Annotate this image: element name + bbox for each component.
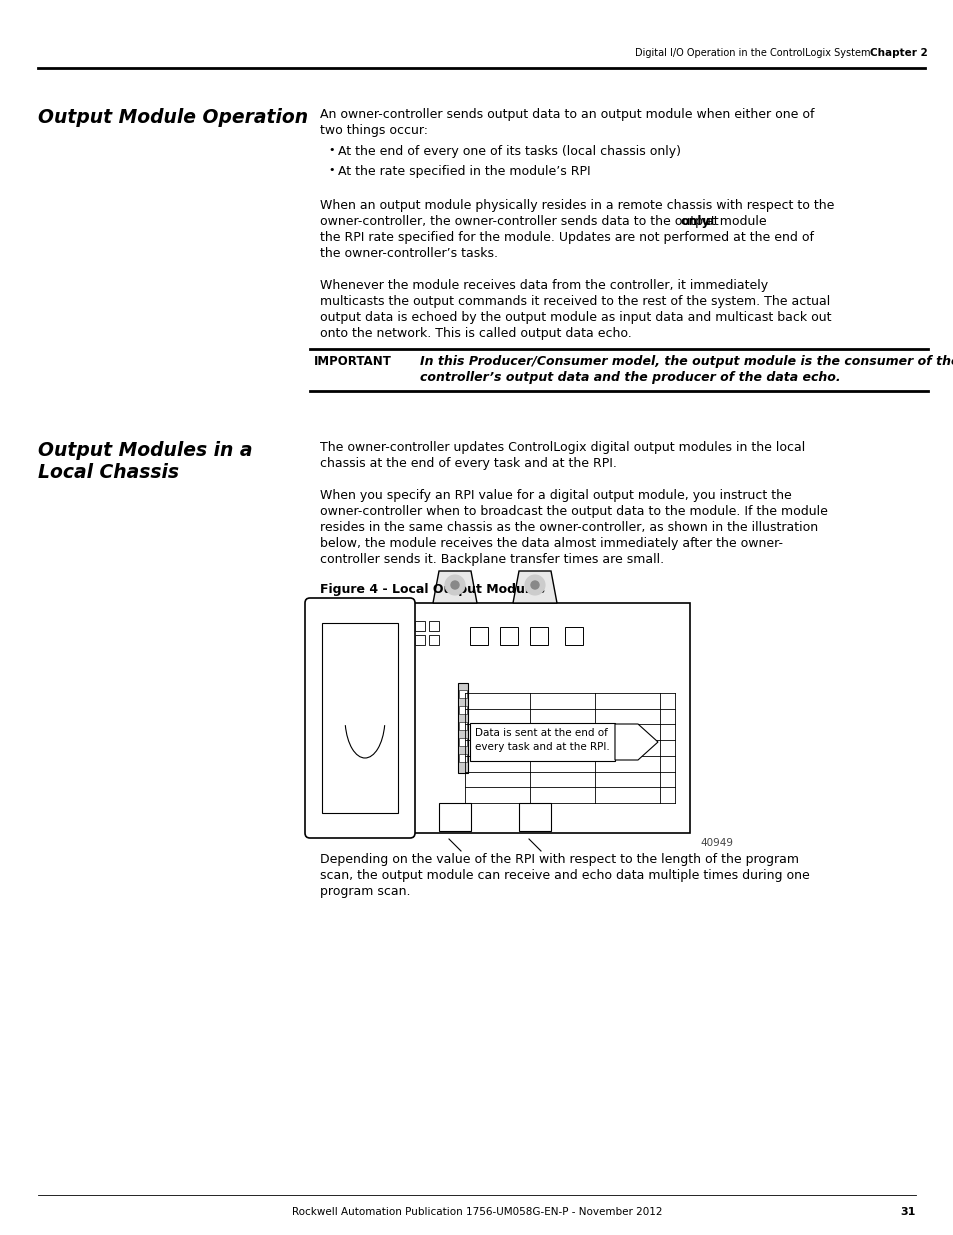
- Text: In this Producer/Consumer model, the output module is the consumer of the: In this Producer/Consumer model, the out…: [419, 354, 953, 368]
- Circle shape: [444, 576, 464, 595]
- Text: When an output module physically resides in a remote chassis with respect to the: When an output module physically resides…: [319, 199, 834, 212]
- Text: 31: 31: [900, 1207, 915, 1216]
- Bar: [322, 622, 397, 813]
- Text: The owner-controller updates ControlLogix digital output modules in the local: The owner-controller updates ControlLogi…: [319, 441, 804, 454]
- Circle shape: [421, 659, 437, 676]
- Text: Data is sent at the end of: Data is sent at the end of: [475, 727, 607, 739]
- Text: controller sends it. Backplane transfer times are small.: controller sends it. Backplane transfer …: [319, 553, 663, 566]
- Text: Figure 4 - Local Output Modules: Figure 4 - Local Output Modules: [319, 583, 544, 597]
- Text: Depending on the value of the RPI with respect to the length of the program: Depending on the value of the RPI with r…: [319, 853, 799, 866]
- Text: Output Modules in a: Output Modules in a: [38, 441, 253, 459]
- Text: onto the network. This is called output data echo.: onto the network. This is called output …: [319, 327, 631, 340]
- Text: output data is echoed by the output module as input data and multicast back out: output data is echoed by the output modu…: [319, 311, 831, 324]
- Text: below, the module receives the data almost immediately after the owner-: below, the module receives the data almo…: [319, 537, 782, 550]
- Text: Digital I/O Operation in the ControlLogix System: Digital I/O Operation in the ControlLogi…: [635, 48, 869, 58]
- FancyBboxPatch shape: [305, 598, 415, 839]
- Bar: [458, 722, 467, 730]
- Bar: [429, 621, 438, 631]
- Text: only: only: [680, 215, 710, 228]
- Bar: [470, 722, 615, 761]
- Circle shape: [531, 580, 538, 589]
- Bar: [458, 755, 467, 762]
- Text: two things occur:: two things occur:: [319, 124, 428, 137]
- Text: scan, the output module can receive and echo data multiple times during one: scan, the output module can receive and …: [319, 869, 809, 882]
- Bar: [458, 690, 467, 698]
- Bar: [564, 627, 582, 645]
- Polygon shape: [615, 724, 658, 760]
- Text: At the rate specified in the module’s RPI: At the rate specified in the module’s RP…: [337, 165, 590, 178]
- Text: controller’s output data and the producer of the data echo.: controller’s output data and the produce…: [419, 370, 840, 384]
- Text: multicasts the output commands it received to the rest of the system. The actual: multicasts the output commands it receiv…: [319, 295, 829, 308]
- Circle shape: [444, 835, 464, 855]
- Text: IMPORTANT: IMPORTANT: [314, 354, 392, 368]
- Text: owner-controller when to broadcast the output data to the module. If the module: owner-controller when to broadcast the o…: [319, 505, 827, 517]
- Text: When you specify an RPI value for a digital output module, you instruct the: When you specify an RPI value for a digi…: [319, 489, 791, 501]
- Text: 40949: 40949: [700, 839, 732, 848]
- Bar: [457, 683, 468, 773]
- Text: Chapter 2: Chapter 2: [869, 48, 927, 58]
- Text: Local Chassis: Local Chassis: [38, 463, 179, 482]
- Bar: [415, 635, 424, 645]
- Circle shape: [524, 835, 544, 855]
- Circle shape: [524, 576, 544, 595]
- Text: At the end of every one of its tasks (local chassis only): At the end of every one of its tasks (lo…: [337, 144, 680, 158]
- Text: •: •: [328, 165, 335, 175]
- Text: the RPI rate specified for the module. Updates are not performed at the end of: the RPI rate specified for the module. U…: [319, 231, 813, 245]
- Text: owner-controller, the owner-controller sends data to the output module: owner-controller, the owner-controller s…: [319, 215, 770, 228]
- Bar: [499, 627, 517, 645]
- Bar: [429, 635, 438, 645]
- Text: Output Module Operation: Output Module Operation: [38, 107, 308, 127]
- Text: An owner-controller sends output data to an output module when either one of: An owner-controller sends output data to…: [319, 107, 814, 121]
- Text: at: at: [701, 215, 719, 228]
- Bar: [530, 627, 547, 645]
- Bar: [470, 627, 488, 645]
- Text: Whenever the module receives data from the controller, it immediately: Whenever the module receives data from t…: [319, 279, 767, 291]
- Bar: [458, 739, 467, 746]
- Text: the owner-controller’s tasks.: the owner-controller’s tasks.: [319, 247, 497, 261]
- Polygon shape: [513, 571, 557, 603]
- Text: every task and at the RPI.: every task and at the RPI.: [475, 742, 609, 752]
- Text: program scan.: program scan.: [319, 885, 410, 898]
- Polygon shape: [433, 571, 476, 603]
- Bar: [458, 706, 467, 714]
- Text: chassis at the end of every task and at the RPI.: chassis at the end of every task and at …: [319, 457, 617, 471]
- Bar: [379, 603, 689, 832]
- Text: Rockwell Automation Publication 1756-UM058G-EN-P - November 2012: Rockwell Automation Publication 1756-UM0…: [292, 1207, 661, 1216]
- Text: resides in the same chassis as the owner-controller, as shown in the illustratio: resides in the same chassis as the owner…: [319, 521, 818, 534]
- Circle shape: [451, 580, 458, 589]
- Bar: [518, 803, 551, 831]
- Text: •: •: [328, 144, 335, 156]
- Bar: [415, 621, 424, 631]
- Bar: [438, 803, 471, 831]
